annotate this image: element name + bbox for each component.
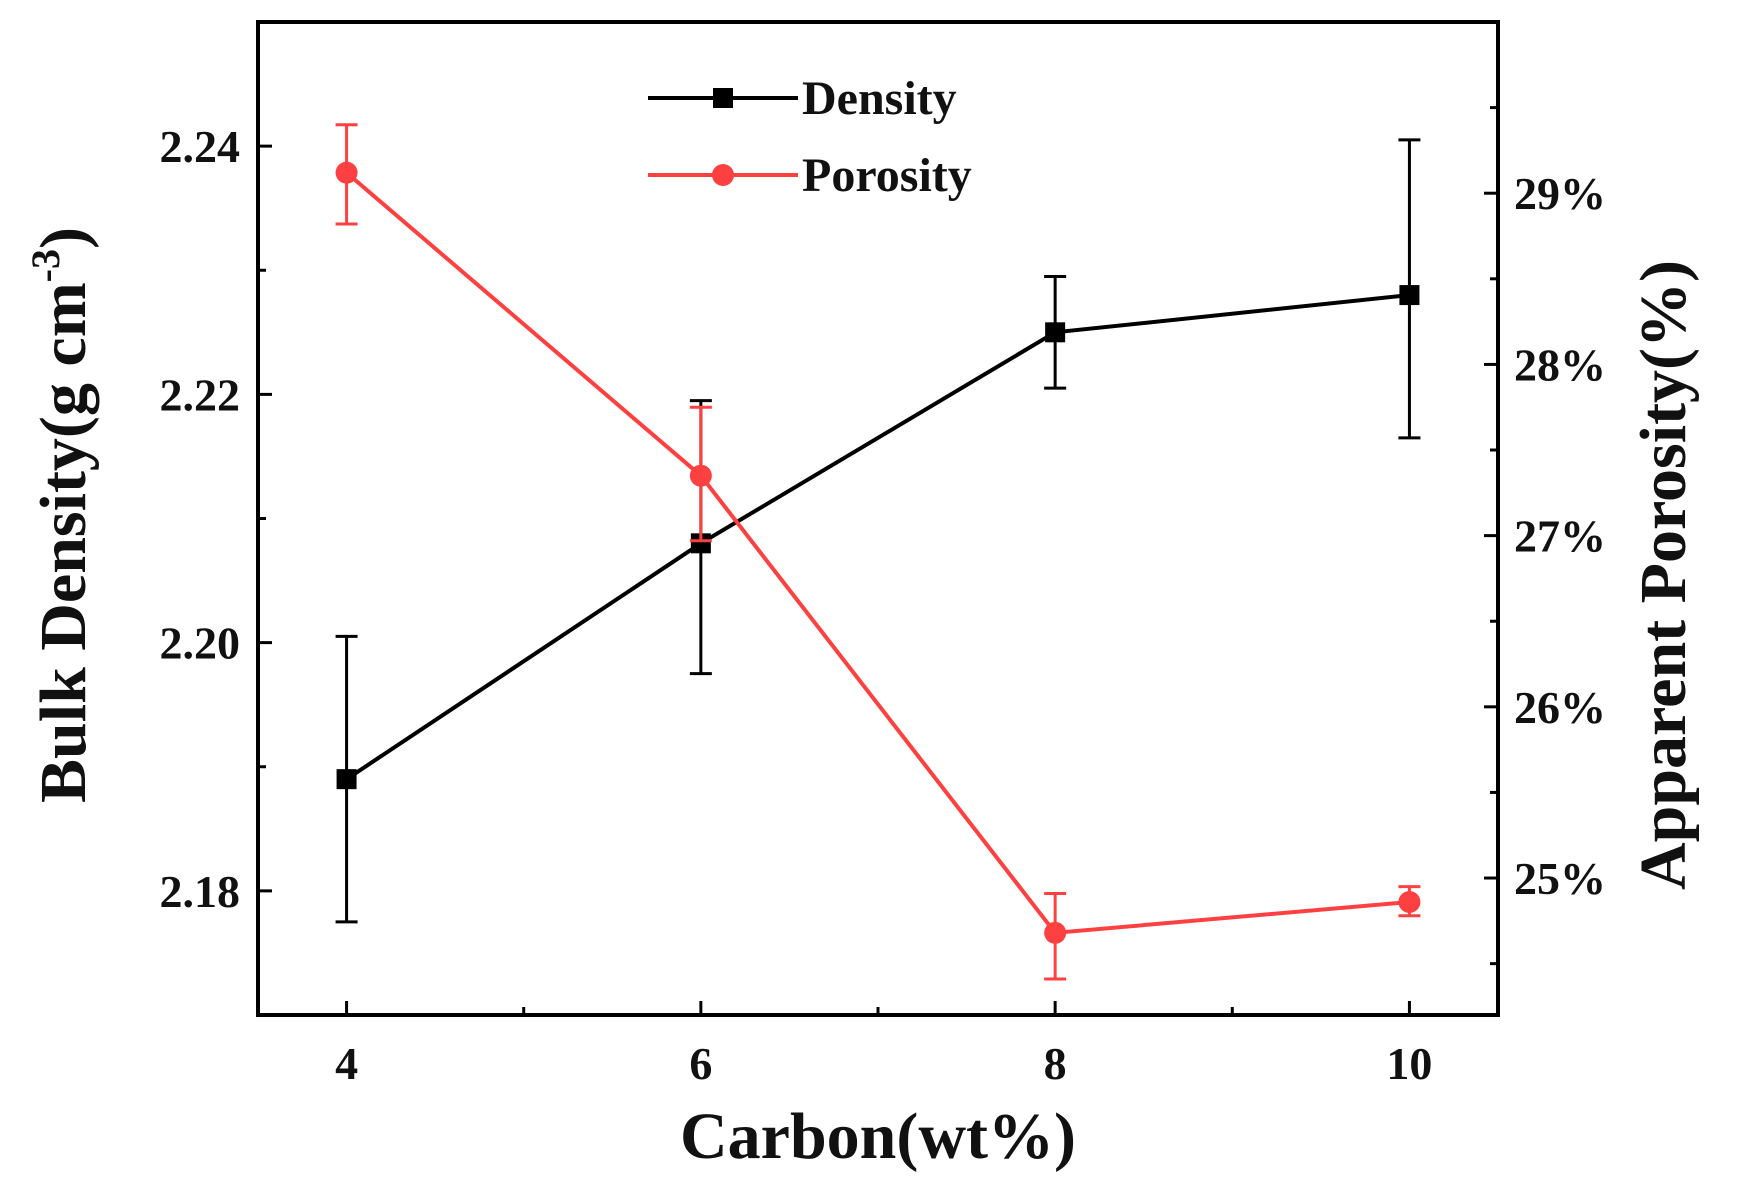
legend-density-label: Density <box>802 72 957 125</box>
density-point <box>336 769 357 790</box>
x-tick-label: 4 <box>335 1038 358 1089</box>
x-tick-label: 8 <box>1044 1038 1067 1089</box>
porosity-series <box>335 123 1421 981</box>
legend-porosity-marker <box>712 164 734 186</box>
left-axis-title-main: Bulk Density(g cm <box>27 282 100 803</box>
porosity-point <box>1398 891 1421 914</box>
legend-density-marker <box>713 88 733 108</box>
legend-porosity-label: Porosity <box>802 149 972 202</box>
left-tick-label: 2.24 <box>160 121 241 172</box>
density-point <box>1045 322 1066 343</box>
density-point <box>690 533 711 554</box>
legend: Density Porosity <box>648 72 972 202</box>
left-axis-title: Bulk Density(g cm-3) <box>23 227 100 803</box>
plot-frame <box>256 20 1500 1017</box>
density-line <box>345 293 1410 781</box>
right-tick-label: 28% <box>1514 339 1606 390</box>
density-point <box>1399 285 1420 306</box>
left-tick-label: 2.20 <box>160 618 241 669</box>
tick-labels-layer: 4 6 8 10 2.18 2.20 2.22 2.24 25% 26% 27% 28% 29% <box>160 121 1607 1089</box>
right-tick-label: 29% <box>1514 168 1606 219</box>
density-series <box>335 138 1421 924</box>
right-axis-title: Apparent Porosity(%) <box>1627 260 1700 890</box>
series-layer <box>335 123 1421 981</box>
right-tick-label: 27% <box>1514 511 1606 562</box>
porosity-point <box>689 464 712 487</box>
left-tick-label: 2.18 <box>160 866 241 917</box>
porosity-point <box>1044 921 1067 944</box>
left-tick-label: 2.22 <box>160 369 241 420</box>
left-axis-title-superscript: -3 <box>23 249 68 282</box>
left-axis-title-close: ) <box>27 227 100 249</box>
porosity-line <box>345 171 1410 935</box>
x-tick-label: 10 <box>1386 1038 1432 1089</box>
right-tick-label: 26% <box>1514 682 1606 733</box>
x-tick-label: 6 <box>689 1038 712 1089</box>
right-tick-label: 25% <box>1514 853 1606 904</box>
x-axis-title: Carbon(wt%) <box>680 1100 1076 1173</box>
porosity-point <box>335 161 358 184</box>
